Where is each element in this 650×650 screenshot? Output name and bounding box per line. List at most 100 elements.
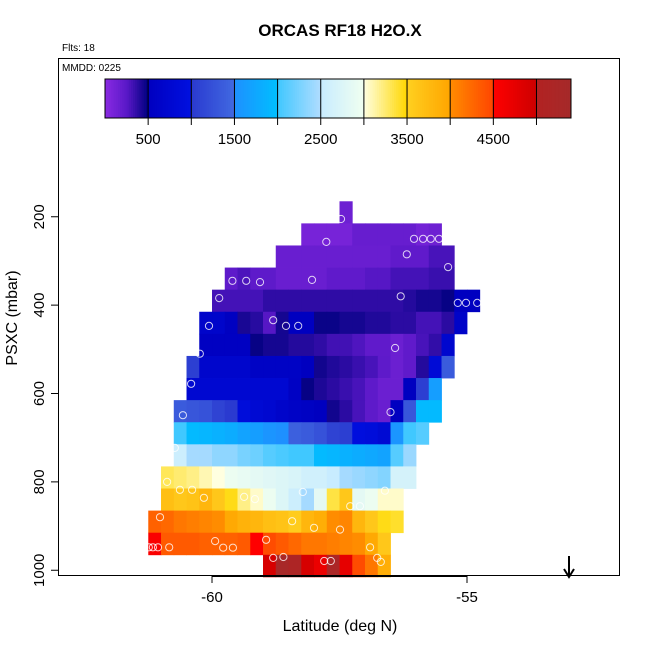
colorbar-segment xyxy=(301,79,304,118)
colorbar-segment xyxy=(372,79,376,118)
y-tick-label: 1000 xyxy=(31,554,48,587)
colorbar-segment xyxy=(448,79,451,118)
colorbar-segment xyxy=(476,79,479,118)
heatmap-cell xyxy=(326,333,340,357)
colorbar-segment xyxy=(335,79,339,118)
heatmap-cell xyxy=(377,554,391,578)
heatmap-cell xyxy=(199,400,213,423)
heatmap-cell xyxy=(403,422,417,445)
colorbar-segment xyxy=(266,79,270,118)
heatmap-cell xyxy=(224,267,238,291)
heatmap-cell xyxy=(377,444,391,467)
flight-point xyxy=(320,556,329,566)
heatmap-cell xyxy=(326,554,340,578)
colorbar-segment xyxy=(566,79,570,118)
heatmap-cell xyxy=(365,333,379,357)
flight-point xyxy=(288,517,297,526)
heatmap-cell xyxy=(275,444,289,467)
colorbar-segment xyxy=(245,79,248,118)
heatmap-cell xyxy=(263,311,277,335)
colorbar-segment xyxy=(484,79,488,118)
flight-point xyxy=(426,234,435,243)
colorbar-segment xyxy=(333,79,337,118)
heatmap-cell xyxy=(263,378,277,401)
heatmap-cell xyxy=(186,510,200,534)
heatmap-cell xyxy=(377,333,391,357)
heatmap-cell xyxy=(173,400,187,423)
heatmap-cell xyxy=(275,333,289,357)
heatmap-cell xyxy=(186,378,200,401)
heatmap-cell xyxy=(314,267,328,291)
colorbar-segment xyxy=(299,79,302,118)
colorbar-segment xyxy=(212,79,216,118)
heatmap-cell xyxy=(275,311,289,335)
colorbar-segment xyxy=(238,79,242,118)
flight-point xyxy=(402,250,411,259)
heatmap-cell xyxy=(288,554,302,578)
colorbar-label: 4500 xyxy=(477,131,510,148)
colorbar-segment xyxy=(424,79,427,118)
heatmap-cell xyxy=(199,444,213,467)
heatmap-cell xyxy=(326,510,340,534)
heatmap-cell xyxy=(314,311,328,335)
flight-point xyxy=(461,298,471,307)
heatmap-cell xyxy=(250,267,264,291)
heatmap-cell xyxy=(224,289,238,313)
heatmap-cell xyxy=(314,245,328,268)
heatmap-cell xyxy=(390,223,404,246)
colorbar-segment xyxy=(545,79,548,118)
heatmap-cell xyxy=(403,378,417,401)
heatmap-cell xyxy=(416,333,430,357)
heatmap-cell xyxy=(428,223,442,246)
heatmap-cell xyxy=(314,333,328,357)
heatmap-cell xyxy=(186,532,200,556)
heatmap-cell xyxy=(326,355,340,379)
heatmap-cell xyxy=(326,400,340,423)
heatmap-cell xyxy=(365,378,379,401)
heatmap-cell xyxy=(263,510,277,534)
colorbar-segment xyxy=(512,79,516,118)
heatmap-cell xyxy=(237,289,251,313)
colorbar-segment xyxy=(290,79,294,118)
colorbar-segment xyxy=(260,79,263,118)
colorbar-segment xyxy=(504,79,507,118)
flight-point xyxy=(215,294,224,303)
flight-point xyxy=(380,486,389,495)
heatmap-cell xyxy=(212,510,226,534)
flight-point xyxy=(396,292,405,301)
heatmap-cell xyxy=(212,378,226,401)
heatmap-cell xyxy=(403,444,417,467)
colorbar-segment xyxy=(471,79,475,118)
heatmap-cell xyxy=(326,223,340,246)
heatmap-cell xyxy=(339,245,353,268)
heatmap-cell xyxy=(339,289,353,313)
colorbar-segment xyxy=(454,79,458,118)
colorbar-segment xyxy=(456,79,460,118)
heatmap xyxy=(148,201,481,578)
heatmap-cell xyxy=(365,400,379,423)
heatmap-cell xyxy=(186,355,200,379)
colorbar-segment xyxy=(338,79,341,118)
heatmap-cell xyxy=(288,355,302,379)
colorbar-segment xyxy=(482,79,486,118)
heatmap-cell xyxy=(339,223,353,246)
colorbar-segment xyxy=(154,79,158,118)
heatmap-cell xyxy=(352,510,366,534)
colorbar-segment xyxy=(342,79,345,118)
colorbar-segment xyxy=(370,79,374,118)
heatmap-cell xyxy=(365,554,379,578)
colorbar-segment xyxy=(422,79,425,118)
flight-point xyxy=(376,557,385,567)
colorbar-segment xyxy=(307,79,311,118)
heatmap-cell xyxy=(441,289,455,313)
colorbar-segment xyxy=(385,79,389,118)
heatmap-cell xyxy=(390,488,404,511)
colorbar-segment xyxy=(411,79,415,118)
colorbar-label: 3500 xyxy=(390,131,423,148)
heatmap-cell xyxy=(339,201,353,224)
flight-point xyxy=(250,495,259,504)
heatmap-cell xyxy=(416,355,430,379)
colorbar-segment xyxy=(325,79,328,118)
heatmap-cell xyxy=(301,488,315,511)
flight-point xyxy=(409,234,419,243)
